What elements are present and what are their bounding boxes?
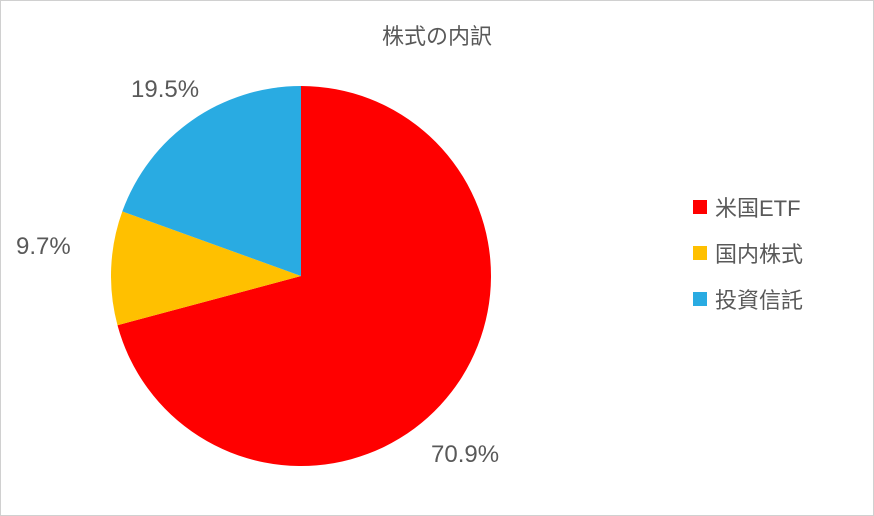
- legend-label: 国内株式: [715, 237, 803, 269]
- legend-swatch: [693, 200, 707, 214]
- legend: 米国ETF 国内株式 投資信託: [693, 191, 803, 315]
- chart-container: 株式の内訳 米国ETF 国内株式 投資信託 70.9% 9.7% 19.5%: [0, 0, 874, 516]
- data-label: 9.7%: [16, 233, 71, 261]
- chart-title: 株式の内訳: [1, 19, 873, 51]
- data-label: 70.9%: [431, 441, 499, 469]
- legend-swatch: [693, 292, 707, 306]
- legend-label: 米国ETF: [715, 191, 801, 223]
- legend-label: 投資信託: [715, 283, 803, 315]
- legend-swatch: [693, 246, 707, 260]
- legend-item: 国内株式: [693, 237, 803, 269]
- pie-chart: [111, 86, 491, 466]
- legend-item: 米国ETF: [693, 191, 803, 223]
- legend-item: 投資信託: [693, 283, 803, 315]
- data-label: 19.5%: [131, 76, 199, 104]
